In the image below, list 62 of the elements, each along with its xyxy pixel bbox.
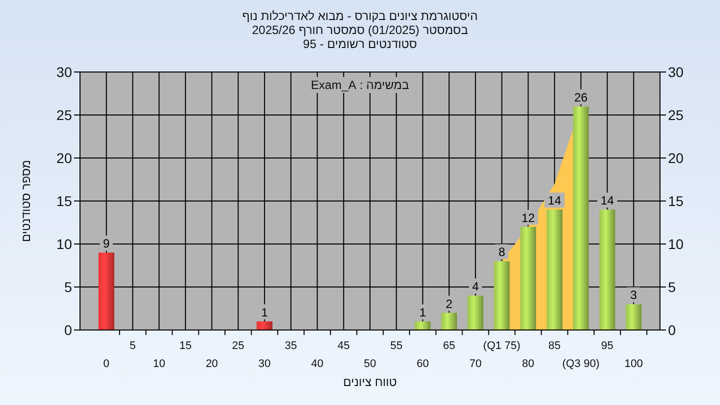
x-tick-label: 25 — [232, 340, 244, 352]
x-tick-label: 0 — [103, 358, 110, 370]
bar — [468, 296, 484, 330]
y2-tick-label: 25 — [668, 107, 684, 123]
x-tick-label: 100 — [624, 358, 643, 370]
x-tick-label: 50 — [364, 358, 376, 370]
data-label: 14 — [600, 194, 614, 208]
x-tick-label: 10 — [152, 358, 166, 370]
bar — [546, 210, 562, 330]
x-tick-label: 95 — [601, 340, 614, 352]
y2-tick-label: 20 — [668, 150, 684, 166]
x-tick-label: (Q1 75) — [483, 340, 520, 352]
bar — [599, 210, 616, 330]
data-label: 9 — [103, 236, 110, 251]
data-label: 12 — [522, 210, 536, 225]
x-tick-label: 70 — [469, 358, 482, 370]
data-label: 2 — [446, 296, 453, 311]
bar — [414, 321, 431, 330]
x-tick-label: 40 — [311, 358, 324, 370]
data-label: 8 — [498, 245, 506, 260]
bar — [626, 304, 642, 330]
y-tick-label: 0 — [64, 322, 72, 338]
x-axis-title: טווח ציונים — [343, 375, 398, 389]
y-tick-label: 5 — [64, 279, 72, 295]
bar — [98, 252, 114, 330]
data-label: 1 — [419, 305, 426, 320]
x-tick-label: (Q3 90) — [562, 358, 600, 370]
y2-tick-label: 10 — [668, 236, 684, 252]
data-label: 26 — [574, 90, 588, 104]
bar — [494, 261, 510, 330]
y-tick-label: 25 — [56, 107, 72, 123]
y-tick-label: 30 — [56, 64, 72, 80]
x-tick-label: 15 — [179, 340, 192, 352]
data-label: 3 — [630, 288, 638, 302]
x-tick-label: 85 — [548, 340, 561, 352]
x-tick-label: 5 — [130, 340, 136, 352]
x-tick-label: 55 — [390, 340, 402, 352]
bar — [573, 106, 589, 330]
y2-tick-label: 30 — [668, 64, 684, 80]
x-tick-label: 20 — [206, 358, 218, 370]
y-tick-label: 10 — [56, 236, 72, 252]
y-tick-label: 15 — [56, 193, 72, 209]
chart-subtitle: בסמסטר (01/2025) סמסטר חורף 2025/26 סטודנטים רשומים - 95 — [252, 23, 468, 51]
bar — [256, 321, 272, 330]
x-tick-label: 45 — [338, 340, 350, 352]
x-tick-label: 65 — [442, 340, 456, 352]
data-label: 1 — [261, 305, 268, 320]
y2-tick-label: 15 — [668, 193, 684, 209]
data-label: 4 — [472, 280, 480, 294]
x-tick-label: 60 — [416, 358, 429, 370]
y-tick-label: 20 — [56, 150, 72, 166]
chart-title: היסטוגרמת ציונים בקורס - מבוא לאדריכלות נוף — [242, 9, 478, 23]
y2-tick-label: 0 — [668, 322, 676, 338]
y2-tick-label: 5 — [668, 279, 676, 295]
x-tick-label: 80 — [522, 358, 534, 370]
annotation: במשימה : Exam_A — [310, 78, 410, 92]
data-label: 14 — [548, 194, 562, 208]
x-tick-label: 30 — [258, 358, 271, 370]
bar — [520, 226, 536, 330]
bar — [441, 312, 457, 330]
y-axis-title: מספר סטודנטים — [19, 160, 33, 242]
x-tick-label: 35 — [284, 340, 298, 352]
